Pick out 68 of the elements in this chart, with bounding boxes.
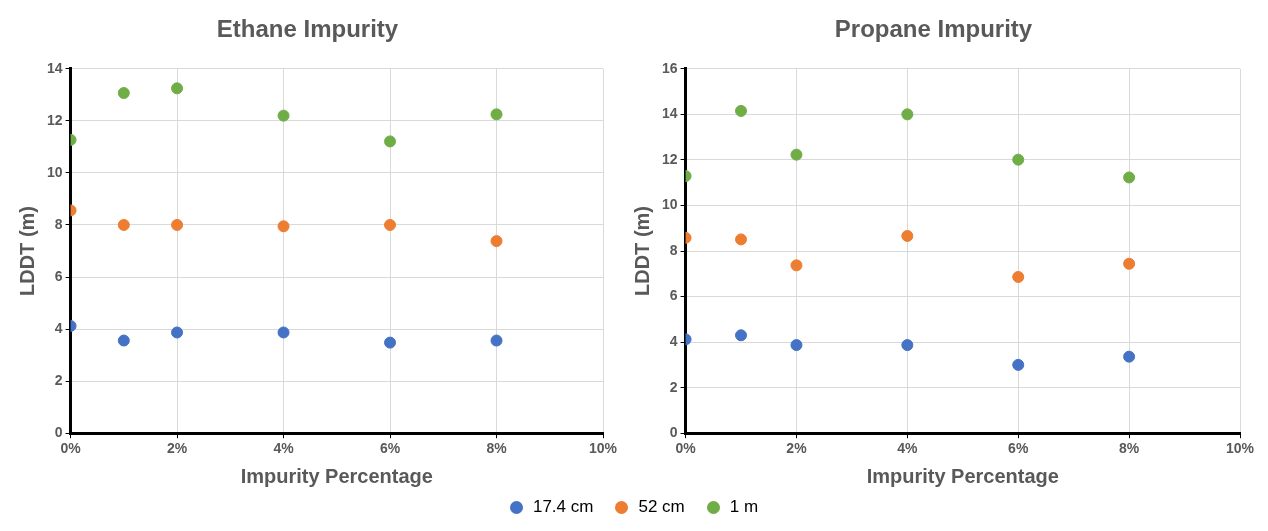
point: [384, 336, 397, 349]
y-tick-label: 0: [669, 424, 678, 441]
y-tick-label: 6: [669, 287, 678, 304]
point: [277, 220, 290, 233]
point: [1123, 350, 1136, 363]
legend-label: 17.4 cm: [532, 497, 594, 517]
x-tick-label: 4%: [273, 440, 295, 457]
y-tick-label: 2: [54, 372, 63, 388]
x-tick-label: 0%: [675, 440, 697, 457]
y-tick-label: 16: [661, 59, 678, 76]
point: [735, 233, 748, 246]
point: [1123, 171, 1136, 184]
y-tick-label: 8: [669, 241, 678, 258]
point: [384, 135, 397, 148]
x-tick-label: 2%: [786, 440, 808, 457]
y-tick-label: 8: [54, 215, 63, 232]
point: [735, 104, 748, 117]
x-tick-label: 6%: [379, 440, 401, 457]
y-tick-label: 14: [661, 105, 678, 122]
y-tick-label: 6: [54, 267, 63, 284]
point: [901, 339, 914, 352]
point: [1012, 270, 1025, 283]
point: [490, 108, 503, 121]
point: [277, 326, 290, 339]
y-axis-title: LDDT (m): [15, 206, 38, 296]
point: [790, 259, 803, 272]
point: [790, 148, 803, 161]
point: [1012, 153, 1025, 166]
x-axis-title: Impurity Percentage: [240, 464, 433, 487]
point: [1012, 358, 1025, 371]
point: [171, 82, 184, 95]
x-tick-label: 8%: [486, 440, 508, 457]
y-tick-label: 12: [661, 150, 678, 167]
x-tick-label: 8%: [1119, 440, 1140, 457]
y-tick-label: 12: [46, 111, 63, 128]
point: [384, 218, 397, 231]
y-tick-label: 2: [669, 378, 678, 395]
y-tick-label: 0: [54, 424, 63, 441]
point: [901, 108, 914, 121]
chart-title: Propane Impurity: [834, 15, 1033, 43]
legend-label: 52 cm: [638, 497, 685, 517]
x-axis-title: Impurity Percentage: [866, 464, 1059, 487]
y-tick-label: 4: [54, 319, 63, 336]
y-tick-label: 4: [669, 332, 678, 349]
point: [901, 229, 914, 242]
point: [277, 109, 290, 122]
chart-title: Ethane Impurity: [216, 15, 399, 43]
point: [117, 334, 130, 347]
y-tick-label: 14: [46, 59, 63, 76]
point: [490, 334, 503, 347]
point: [117, 218, 130, 231]
point: [790, 339, 803, 352]
x-tick-label: 2%: [166, 440, 188, 457]
point: [171, 218, 184, 231]
point: [735, 329, 748, 342]
x-tick-label: 0%: [60, 440, 82, 457]
point: [1123, 257, 1136, 270]
y-tick-label: 10: [661, 196, 678, 213]
legend-label: 1 m: [729, 497, 759, 517]
point: [171, 326, 184, 339]
point: [117, 87, 130, 100]
x-tick-label: 4%: [897, 440, 919, 457]
y-axis-title: LDDT (m): [630, 206, 653, 296]
x-tick-label: 6%: [1008, 440, 1029, 457]
x-tick-label: 10%: [1225, 440, 1255, 457]
point: [490, 235, 503, 248]
y-tick-label: 10: [46, 163, 63, 180]
x-tick-label: 10%: [588, 440, 618, 457]
